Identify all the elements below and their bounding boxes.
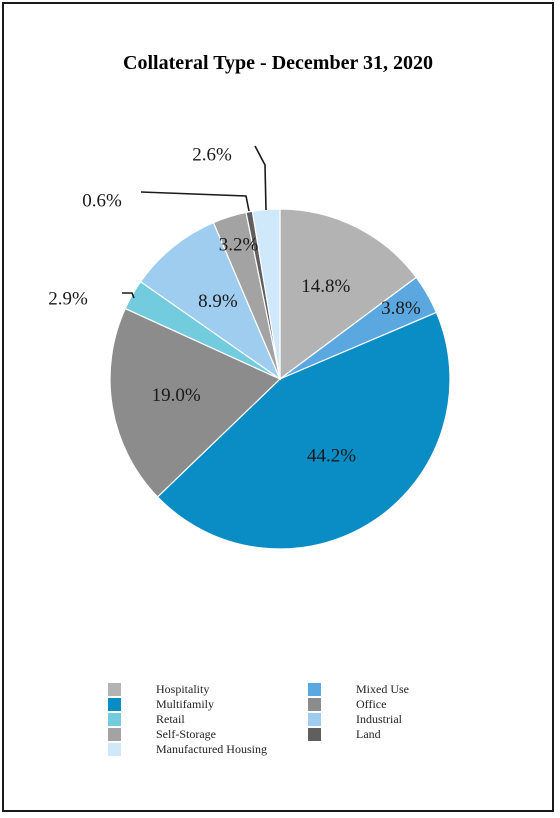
legend-label: Industrial [356,712,402,726]
pie-slice-multifamily [156,311,451,550]
pie-slice-hospitality [279,208,418,381]
data-label-manufactured-housing: 2.6% [192,144,232,165]
legend-item-land: Land [308,727,381,742]
legend-swatch [108,728,121,741]
data-label-hospitality: 14.8% [301,276,350,297]
legend-label: Land [356,727,381,741]
legend-swatch [308,713,321,726]
data-label-retail: 2.9% [48,288,88,309]
legend-swatch [108,698,121,711]
pie-slice-office [109,307,282,498]
legend-swatch [308,698,321,711]
leader-line-land [140,191,250,212]
chart-title: Collateral Type - December 31, 2020 [123,52,433,74]
legend-item-manufactured-housing: Manufactured Housing [108,742,267,757]
legend-swatch [108,743,121,756]
legend-swatch [308,683,321,696]
legend-label: Retail [156,712,185,726]
legend-label: Multifamily [156,697,214,711]
leader-line-retail [122,292,135,299]
legend-item-self-storage: Self-Storage [108,727,216,742]
pie-slice-industrial [139,221,282,381]
legend-label: Manufactured Housing [156,742,267,756]
legend-item-office: Office [308,697,386,712]
data-label-office: 19.0% [152,385,201,406]
legend-label: Self-Storage [156,727,216,741]
data-label-industrial: 8.9% [198,291,238,312]
legend-item-industrial: Industrial [308,712,402,727]
legend-label: Hospitality [156,682,210,696]
legend-swatch [108,683,121,696]
legend-item-retail: Retail [108,712,185,727]
data-label-mixed-use: 3.8% [381,298,421,319]
data-label-land: 0.6% [82,190,122,211]
legend-item-multifamily: Multifamily [108,697,214,712]
legend-label: Office [356,697,387,711]
data-label-self-storage: 3.2% [219,234,259,255]
legend-item-mixed-use: Mixed Use [308,682,409,697]
legend-label: Mixed Use [356,682,409,696]
legend-swatch [108,713,121,726]
legend-item-hospitality: Hospitality [108,682,209,697]
legend-swatch [308,728,321,741]
data-label-multifamily: 44.2% [307,445,356,466]
leader-line-manufactured-housing [254,145,267,211]
